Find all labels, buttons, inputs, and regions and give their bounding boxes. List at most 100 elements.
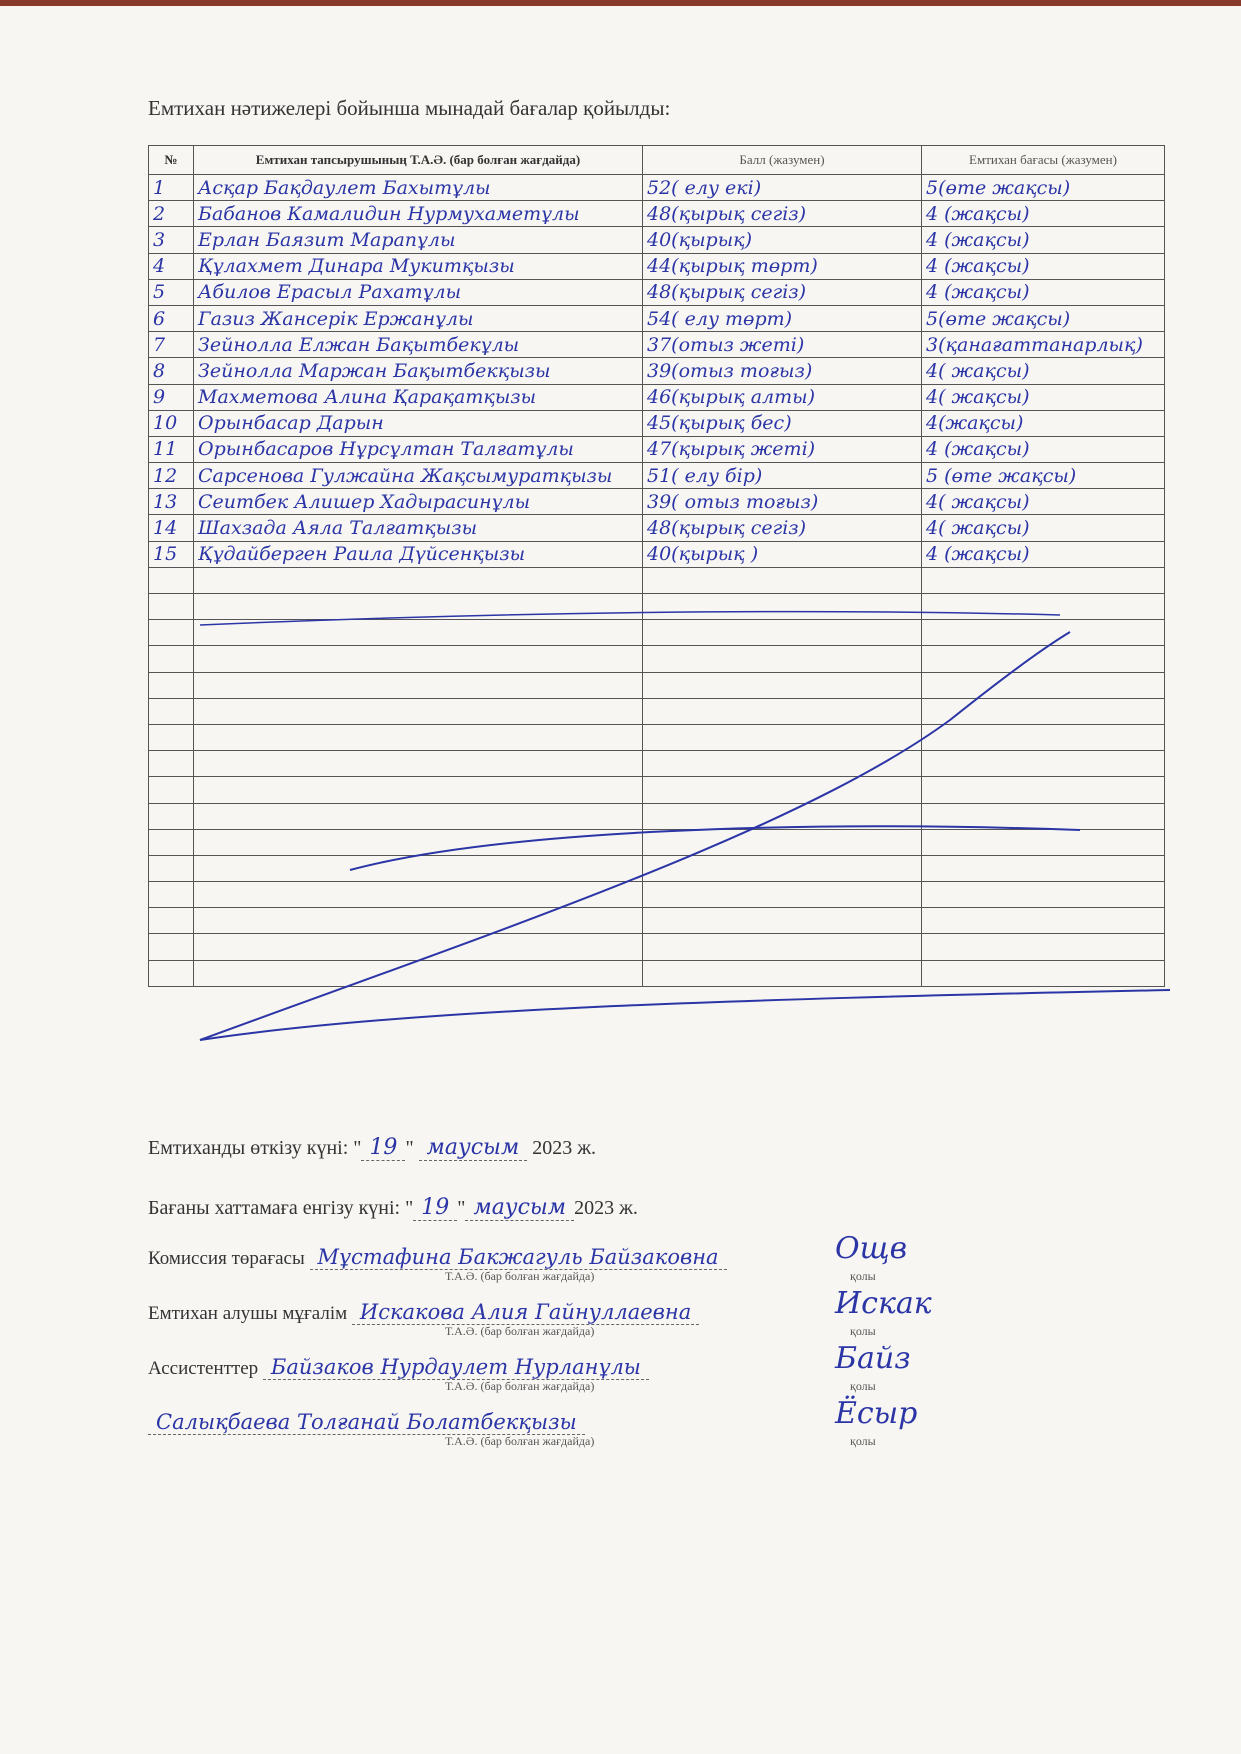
name-caption: Т.А.Ә. (бар болған жағдайда)	[445, 1269, 595, 1283]
role-label: Емтихан алушы мұғалім	[148, 1303, 348, 1324]
exam-date: Емтиханды өткізу күні: " 19 " маусым 2023 …	[148, 1135, 597, 1161]
student-name	[193, 645, 643, 673]
signer-name: Салықбаева Толғанай Болатбекқызы	[148, 1410, 585, 1435]
table-row	[148, 671, 1165, 699]
name-caption: Т.А.Ә. (бар болған жағдайда)	[445, 1324, 595, 1338]
row-number: 10	[148, 409, 194, 437]
exam-month: маусым	[418, 1135, 528, 1161]
handwritten-signature: Ощв	[835, 1231, 908, 1266]
table-row: 2 Бабанов Камалидин Нурмухаметұлы 48(қырық…	[148, 200, 1165, 228]
table-row	[148, 828, 1165, 856]
signature-row: Комиссия төрағасы Мұстафина Бакжагуль Ба…	[148, 1245, 727, 1270]
student-name: Шахзада Аяла Талғатқызы	[193, 514, 643, 542]
results-table: № Емтихан тапсырушының Т.А.Ә. (бар болға…	[148, 145, 1165, 987]
row-number	[148, 828, 194, 856]
row-number: 5	[148, 278, 194, 306]
student-name	[193, 776, 643, 804]
score-cell: 48(қырық сегіз)	[642, 514, 922, 542]
score-cell	[642, 697, 922, 725]
score-cell: 45(қырық бес)	[642, 409, 922, 437]
student-name	[193, 592, 643, 621]
row-number: 6	[148, 304, 194, 333]
score-cell: 48(қырық сегіз)	[642, 278, 922, 306]
col-score: Балл (жазумен)	[642, 145, 922, 175]
score-cell: 54( елу төрт)	[642, 304, 922, 333]
table-row: 7 Зейнолла Елжан Бақытбекұлы 37(отыз жеті)…	[148, 331, 1165, 359]
row-number	[148, 750, 194, 778]
signer-name: Искакова Алия Гайнуллаевна	[351, 1300, 700, 1325]
student-name: Орынбасаров Нұрсұлтан Талғатұлы	[193, 435, 643, 464]
score-cell: 46(қырық алты)	[642, 383, 922, 411]
row-number: 14	[148, 514, 194, 542]
row-number: 12	[148, 462, 194, 490]
row-number	[148, 592, 194, 621]
row-number: 2	[148, 200, 194, 228]
score-cell: 40(қырық)	[642, 226, 922, 254]
row-number: 15	[148, 540, 194, 568]
score-cell	[642, 802, 922, 830]
grade-cell: 4( жақсы)	[921, 383, 1165, 411]
table-row: 9 Махметова Алина Қарақатқызы 46(қырық алт…	[148, 383, 1165, 411]
row-number	[148, 619, 194, 647]
student-name: Ерлан Баязит Марапұлы	[193, 226, 643, 254]
student-name	[193, 881, 643, 909]
row-number: 9	[148, 383, 194, 411]
score-cell	[642, 881, 922, 909]
student-name	[193, 828, 643, 856]
table-row	[148, 881, 1165, 909]
table-row: 4 Құлахмет Динара Мукитқызы 44(қырық төрт)…	[148, 252, 1165, 280]
grade-cell	[921, 566, 1165, 595]
handwritten-signature: Искак	[835, 1286, 932, 1321]
student-name: Құдайберген Раила Дүйсенқызы	[193, 540, 643, 568]
student-name	[193, 750, 643, 778]
student-name	[193, 697, 643, 725]
sign-caption: қолы	[850, 1324, 876, 1338]
table-row: 6 Газиз Жансерік Ержанұлы 54( елу төрт) 5(ө…	[148, 304, 1165, 333]
grade-cell: 4( жақсы)	[921, 514, 1165, 542]
grade-cell: 5 (өте жақсы)	[921, 462, 1165, 490]
score-cell	[642, 907, 922, 935]
table-row	[148, 933, 1165, 961]
student-name	[193, 854, 643, 883]
student-name	[193, 723, 643, 752]
score-cell: 39(отыз тоғыз)	[642, 357, 922, 385]
table-row	[148, 750, 1165, 778]
score-cell	[642, 854, 922, 883]
score-cell	[642, 776, 922, 804]
grade-cell	[921, 723, 1165, 752]
score-cell	[642, 645, 922, 673]
table-row: 15 Құдайберген Раила Дүйсенқызы 40(қырық )…	[148, 540, 1165, 568]
score-cell	[642, 959, 922, 987]
table-row	[148, 723, 1165, 752]
row-number	[148, 933, 194, 961]
score-cell	[642, 750, 922, 778]
table-row	[148, 619, 1165, 647]
student-name	[193, 671, 643, 699]
row-number	[148, 645, 194, 673]
table-row	[148, 645, 1165, 673]
score-cell: 47(қырық жеті)	[642, 435, 922, 464]
student-name: Зейнолла Елжан Бақытбекұлы	[193, 331, 643, 359]
student-name	[193, 907, 643, 935]
student-name	[193, 566, 643, 595]
grade-cell: 4( жақсы)	[921, 488, 1165, 516]
student-name: Махметова Алина Қарақатқызы	[193, 383, 643, 411]
grade-cell	[921, 619, 1165, 647]
score-cell: 51( елу бір)	[642, 462, 922, 490]
grade-cell	[921, 854, 1165, 883]
signature-row: Емтихан алушы мұғалім Искакова Алия Гайн…	[148, 1300, 700, 1325]
table-row: 5 Абилов Ерасыл Рахатұлы 48(қырық сегіз) 4 …	[148, 278, 1165, 306]
table-row	[148, 566, 1165, 595]
grade-cell	[921, 750, 1165, 778]
row-number: 3	[148, 226, 194, 254]
student-name	[193, 802, 643, 830]
row-number: 11	[148, 435, 194, 464]
student-name: Абилов Ерасыл Рахатұлы	[193, 278, 643, 306]
table-row: 1 Асқар Бақдаулет Бахытұлы 52( елу екі) 5(ө…	[148, 173, 1165, 202]
student-name: Сеитбек Алишер Хадырасинұлы	[193, 488, 643, 516]
grade-cell: 4 (жақсы)	[921, 540, 1165, 568]
student-name: Сарсенова Гулжайна Жақсымуратқызы	[193, 462, 643, 490]
row-number	[148, 697, 194, 725]
row-number	[148, 566, 194, 595]
grade-cell: 5(өте жақсы)	[921, 173, 1165, 202]
